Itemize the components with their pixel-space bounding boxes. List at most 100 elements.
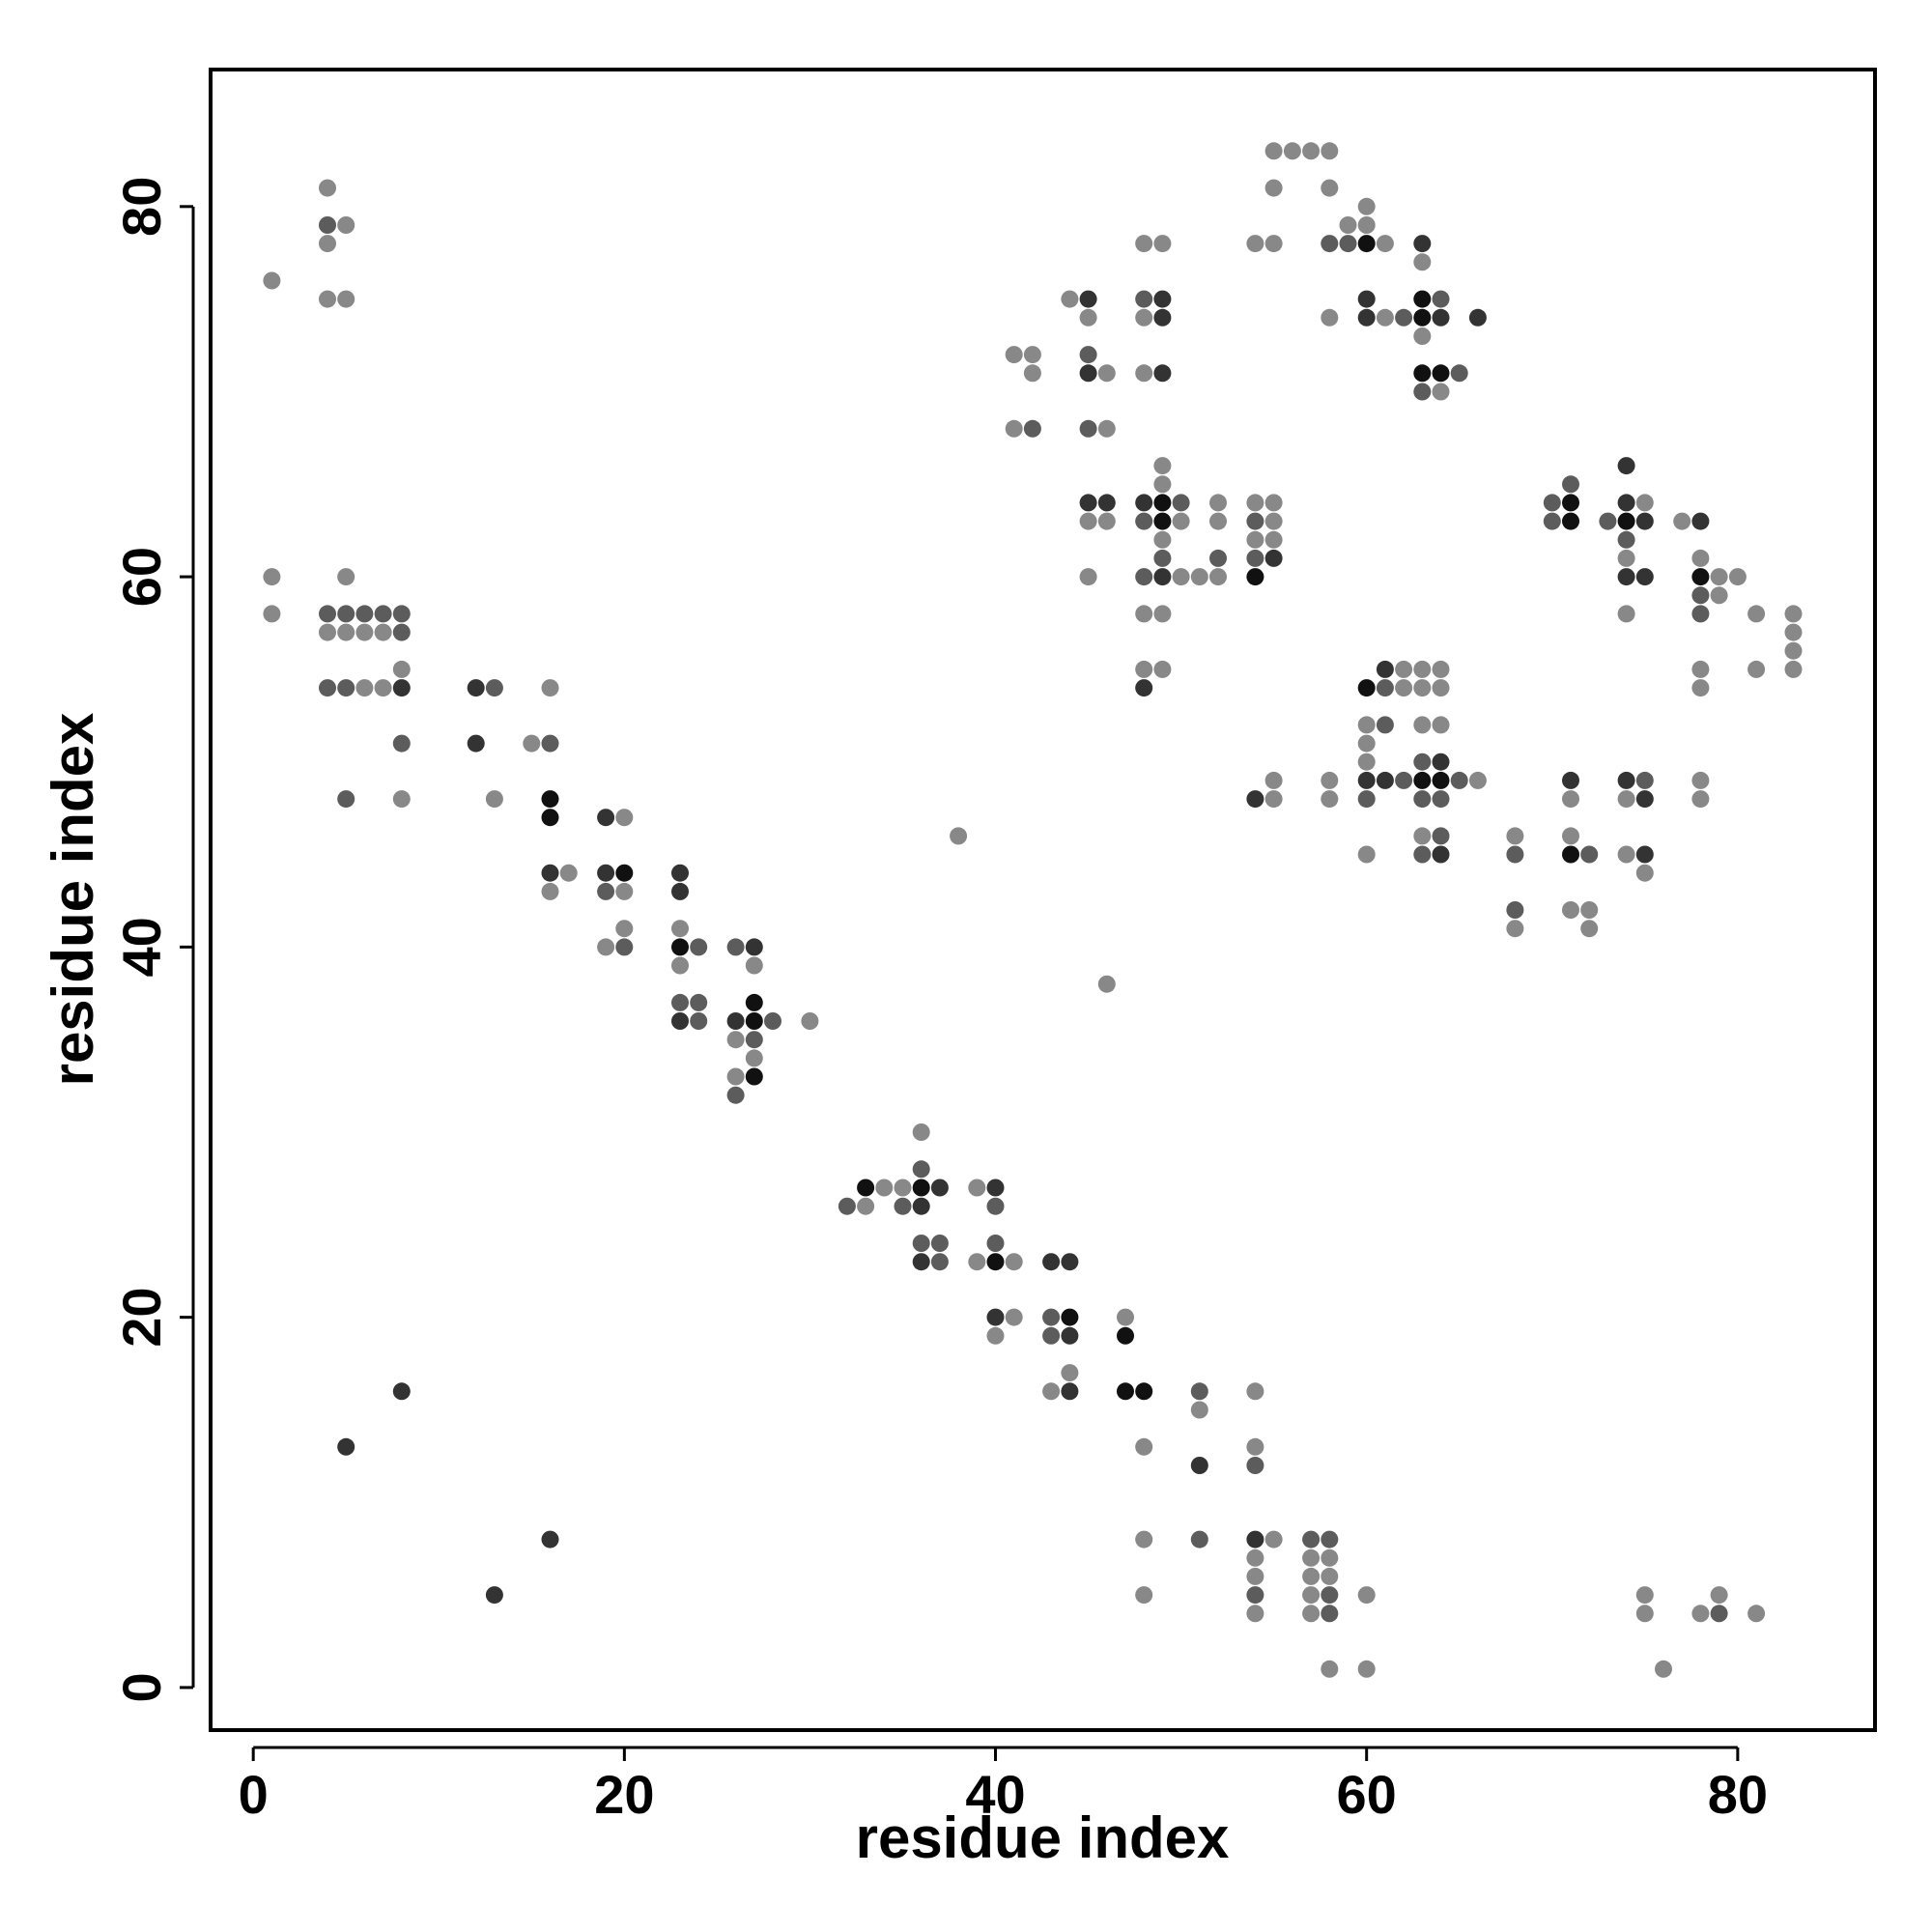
data-point (1357, 771, 1376, 789)
data-point (1321, 1548, 1339, 1567)
data-point (1302, 1605, 1321, 1623)
data-point (1246, 568, 1264, 586)
data-point (1710, 1586, 1728, 1605)
data-point (1617, 790, 1635, 809)
data-point (392, 679, 411, 697)
data-point (1190, 1530, 1208, 1548)
data-point (1432, 290, 1450, 308)
data-point (1357, 1660, 1376, 1678)
data-point (1246, 1457, 1264, 1474)
data-point (374, 605, 392, 623)
data-point (1097, 364, 1116, 383)
data-point (726, 938, 745, 956)
data-point (1432, 308, 1450, 327)
data-point (1413, 771, 1432, 789)
data-point (1172, 494, 1190, 512)
data-point (1413, 753, 1432, 771)
data-point (1413, 845, 1432, 864)
data-point (1468, 308, 1487, 327)
data-point (319, 605, 336, 623)
data-point (1321, 235, 1339, 253)
data-point (1135, 605, 1153, 623)
data-point (467, 734, 485, 753)
data-point (1302, 1567, 1321, 1585)
data-point (1209, 494, 1227, 512)
data-point (1246, 549, 1264, 567)
data-point (1450, 771, 1468, 789)
data-point (1005, 419, 1023, 438)
data-point (1376, 679, 1394, 697)
data-point (541, 734, 559, 753)
data-point (1153, 308, 1172, 327)
data-point (745, 1067, 763, 1086)
data-point (1246, 512, 1264, 530)
data-point (1172, 512, 1190, 530)
data-point (1673, 512, 1691, 530)
x-tick-label: 80 (1708, 1764, 1768, 1825)
data-point (986, 1308, 1005, 1326)
data-point (1691, 549, 1710, 567)
y-axis: 0 20 40 60 80 (111, 177, 195, 1703)
data-point (1784, 641, 1803, 660)
data-point (263, 568, 281, 586)
data-point (912, 1123, 930, 1141)
data-point (1061, 1253, 1079, 1271)
data-point (541, 1530, 559, 1548)
data-point (337, 290, 355, 308)
data-point (392, 790, 411, 809)
data-point (1691, 790, 1710, 809)
data-point (1413, 679, 1432, 697)
data-point (1413, 253, 1432, 271)
data-point (1117, 1308, 1134, 1326)
data-point (1784, 660, 1803, 678)
data-point (1264, 512, 1283, 530)
data-point (1580, 920, 1599, 938)
data-point (1562, 494, 1579, 512)
data-point (1784, 623, 1803, 641)
x-tick-label: 20 (594, 1764, 654, 1825)
data-point (1302, 1548, 1321, 1567)
data-point (1395, 660, 1413, 678)
data-point (355, 623, 374, 641)
data-point (1321, 142, 1339, 160)
data-point (912, 1235, 930, 1252)
data-point (1246, 235, 1264, 253)
data-point (1153, 549, 1172, 567)
data-point (1376, 716, 1394, 734)
data-point (1264, 494, 1283, 512)
data-point (1562, 845, 1579, 864)
data-point (1580, 901, 1599, 919)
data-point (1321, 308, 1339, 327)
data-point (968, 1253, 986, 1271)
data-point (1691, 771, 1710, 789)
data-point (1617, 845, 1635, 864)
data-point (745, 956, 763, 975)
data-point (1153, 494, 1172, 512)
data-point (541, 679, 559, 697)
data-point (894, 1179, 912, 1197)
data-point (1747, 1605, 1766, 1623)
data-point (1321, 179, 1339, 197)
data-point (1691, 1605, 1710, 1623)
data-point (263, 605, 281, 623)
data-point (690, 1012, 708, 1030)
data-point (912, 1197, 930, 1215)
data-point (1747, 660, 1766, 678)
data-point (671, 993, 689, 1011)
data-point (1413, 290, 1432, 308)
data-point (1413, 827, 1432, 845)
data-point (1246, 1437, 1264, 1456)
data-point (1190, 568, 1208, 586)
data-point (1413, 660, 1432, 678)
data-point (1209, 568, 1227, 586)
data-point (1264, 790, 1283, 809)
data-point (1599, 512, 1617, 530)
data-point (1432, 364, 1450, 383)
data-point (1061, 1382, 1079, 1401)
data-point (1339, 235, 1357, 253)
data-point (1135, 1382, 1153, 1401)
data-point (355, 605, 374, 623)
data-point (857, 1197, 875, 1215)
data-point (690, 993, 708, 1011)
data-point (726, 1031, 745, 1049)
